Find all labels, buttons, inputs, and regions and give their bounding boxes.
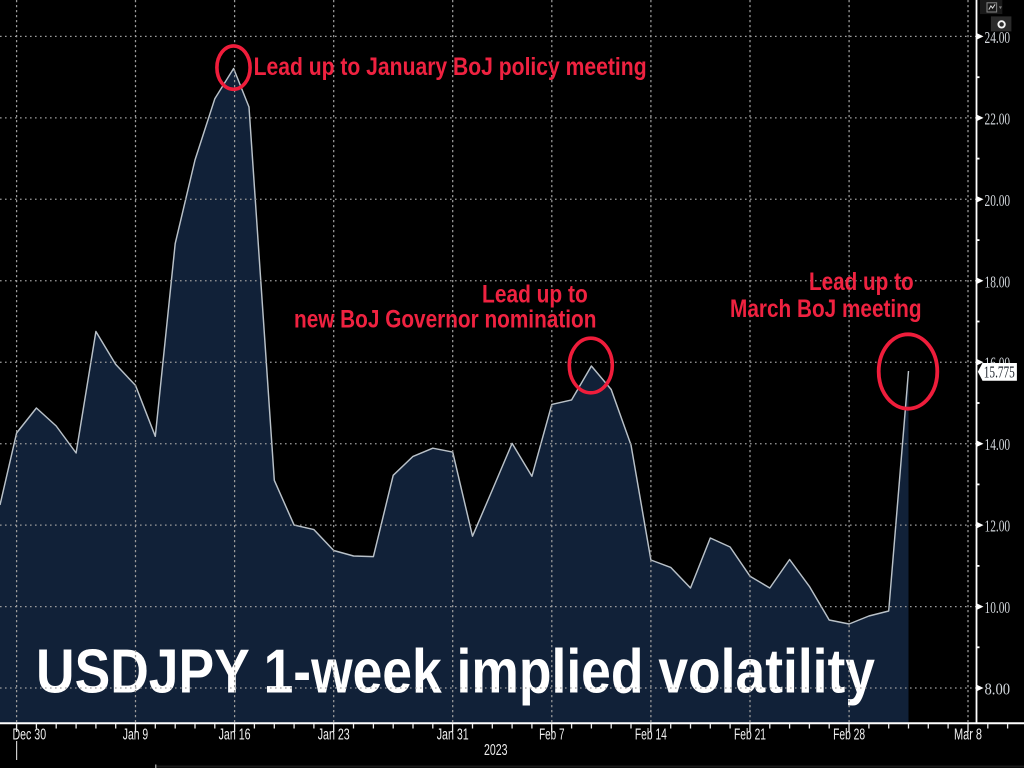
svg-text:USDJPY 1-week implied volatili: USDJPY 1-week implied volatility [36,637,875,706]
svg-text:Jan 31: Jan 31 [437,726,469,743]
svg-text:Lead up to: Lead up to [482,280,588,308]
svg-text:2023: 2023 [484,742,508,759]
svg-text:18.00: 18.00 [985,272,1011,291]
svg-text:15.775: 15.775 [984,363,1015,382]
svg-text:Feb 28: Feb 28 [833,726,865,743]
svg-text:22.00: 22.00 [985,109,1011,128]
svg-text:Mar 8: Mar 8 [954,726,982,743]
svg-text:Jan 9: Jan 9 [123,726,148,743]
svg-text:March BoJ meeting: March BoJ meeting [730,295,922,323]
svg-text:Lead up to January BoJ policy: Lead up to January BoJ policy meeting [254,53,647,81]
svg-text:new BoJ Governor nomination: new BoJ Governor nomination [294,306,596,334]
svg-text:Feb 21: Feb 21 [734,726,766,743]
svg-text:Lead up to: Lead up to [809,268,914,296]
svg-text:Feb 14: Feb 14 [635,726,667,743]
svg-text:Jan 23: Jan 23 [318,726,350,743]
svg-text:14.00: 14.00 [985,435,1011,454]
svg-text:8.00: 8.00 [985,680,1011,699]
svg-text:12.00: 12.00 [985,517,1011,536]
svg-text:Jan 16: Jan 16 [219,726,251,743]
svg-text:Feb 7: Feb 7 [539,726,564,743]
svg-text:20.00: 20.00 [985,191,1011,210]
svg-text:24.00: 24.00 [985,28,1011,47]
svg-text:10.00: 10.00 [985,598,1011,617]
svg-text:Dec 30: Dec 30 [13,726,47,743]
